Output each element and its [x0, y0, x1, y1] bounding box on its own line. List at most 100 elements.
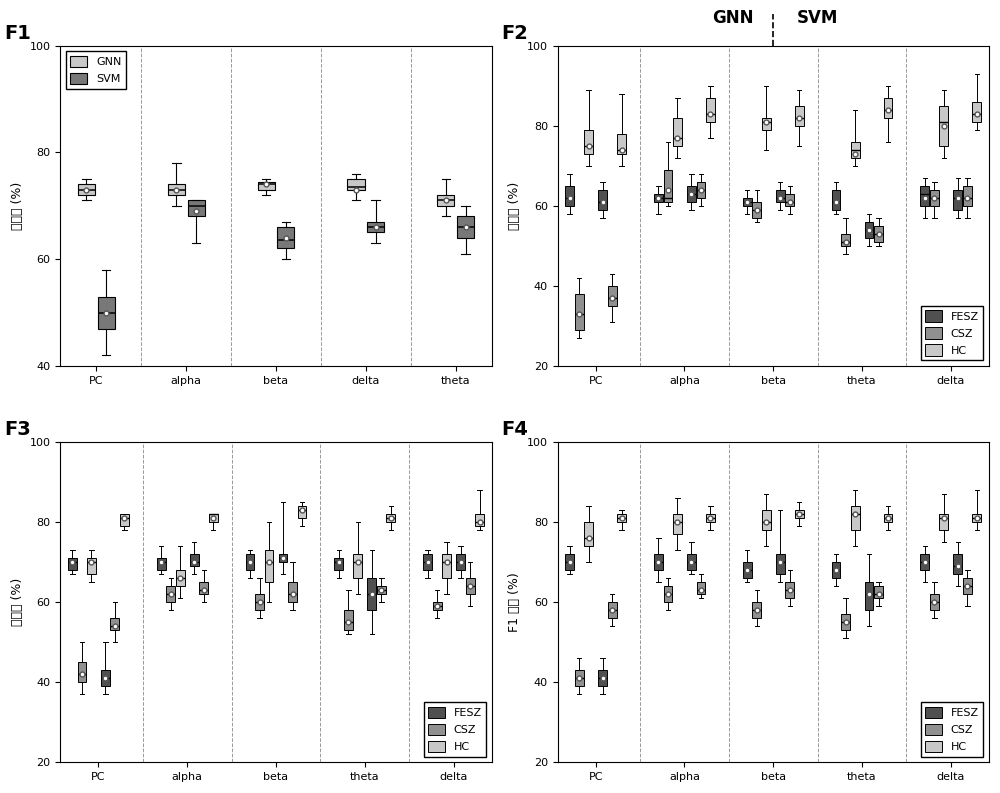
PathPatch shape [598, 670, 607, 686]
PathPatch shape [78, 662, 86, 682]
PathPatch shape [851, 506, 860, 530]
PathPatch shape [920, 554, 929, 570]
PathPatch shape [953, 554, 962, 574]
PathPatch shape [930, 190, 939, 206]
PathPatch shape [832, 190, 840, 210]
Legend: FESZ, CSZ, HC: FESZ, CSZ, HC [921, 703, 983, 757]
PathPatch shape [176, 570, 185, 586]
PathPatch shape [334, 558, 343, 570]
Text: GNN: GNN [712, 9, 754, 26]
PathPatch shape [584, 522, 593, 546]
PathPatch shape [762, 510, 771, 530]
PathPatch shape [367, 578, 376, 610]
Text: F1: F1 [4, 24, 31, 43]
Text: SVM: SVM [797, 9, 838, 26]
PathPatch shape [874, 226, 883, 242]
Y-axis label: 准确度 (%): 准确度 (%) [11, 182, 24, 230]
PathPatch shape [963, 578, 972, 594]
PathPatch shape [255, 594, 264, 610]
PathPatch shape [608, 602, 617, 618]
PathPatch shape [673, 514, 682, 534]
PathPatch shape [433, 602, 442, 610]
PathPatch shape [920, 186, 929, 206]
PathPatch shape [697, 582, 705, 594]
PathPatch shape [288, 582, 297, 602]
PathPatch shape [706, 98, 715, 122]
PathPatch shape [199, 582, 208, 594]
PathPatch shape [367, 222, 384, 232]
PathPatch shape [277, 227, 294, 248]
PathPatch shape [654, 193, 663, 201]
PathPatch shape [776, 190, 785, 201]
Text: F2: F2 [502, 24, 528, 43]
Legend: FESZ, CSZ, HC: FESZ, CSZ, HC [424, 703, 486, 757]
PathPatch shape [466, 578, 475, 594]
PathPatch shape [617, 514, 626, 522]
PathPatch shape [598, 190, 607, 210]
PathPatch shape [617, 134, 626, 154]
PathPatch shape [298, 506, 306, 518]
PathPatch shape [953, 190, 962, 210]
PathPatch shape [188, 201, 205, 216]
PathPatch shape [654, 554, 663, 570]
PathPatch shape [851, 142, 860, 158]
PathPatch shape [687, 186, 696, 201]
PathPatch shape [565, 186, 574, 206]
PathPatch shape [743, 197, 752, 206]
PathPatch shape [776, 554, 785, 574]
PathPatch shape [565, 554, 574, 570]
PathPatch shape [664, 586, 672, 602]
PathPatch shape [246, 554, 254, 570]
PathPatch shape [795, 105, 804, 126]
PathPatch shape [377, 586, 386, 594]
PathPatch shape [101, 670, 110, 686]
PathPatch shape [795, 510, 804, 518]
PathPatch shape [456, 554, 465, 570]
PathPatch shape [258, 182, 275, 190]
PathPatch shape [386, 514, 395, 522]
PathPatch shape [475, 514, 484, 526]
PathPatch shape [209, 514, 218, 522]
PathPatch shape [841, 234, 850, 246]
PathPatch shape [110, 618, 119, 630]
PathPatch shape [68, 558, 77, 570]
PathPatch shape [87, 558, 96, 574]
PathPatch shape [972, 514, 981, 522]
PathPatch shape [972, 102, 981, 122]
PathPatch shape [785, 193, 794, 206]
PathPatch shape [168, 185, 185, 195]
Y-axis label: 精确度 (%): 精确度 (%) [11, 578, 24, 626]
PathPatch shape [120, 514, 129, 526]
PathPatch shape [575, 294, 584, 330]
PathPatch shape [442, 554, 451, 578]
PathPatch shape [930, 594, 939, 610]
PathPatch shape [98, 297, 115, 328]
Text: F4: F4 [502, 419, 528, 439]
PathPatch shape [697, 182, 705, 197]
PathPatch shape [78, 185, 95, 195]
PathPatch shape [190, 554, 199, 566]
PathPatch shape [884, 514, 892, 522]
PathPatch shape [706, 514, 715, 522]
PathPatch shape [785, 582, 794, 598]
Legend: GNN, SVM: GNN, SVM [66, 52, 126, 89]
PathPatch shape [752, 602, 761, 618]
Legend: FESZ, CSZ, HC: FESZ, CSZ, HC [921, 306, 983, 360]
PathPatch shape [584, 130, 593, 154]
PathPatch shape [457, 216, 474, 238]
PathPatch shape [673, 118, 682, 146]
Text: F3: F3 [4, 419, 31, 439]
PathPatch shape [157, 558, 166, 570]
PathPatch shape [752, 201, 761, 218]
PathPatch shape [344, 610, 353, 630]
PathPatch shape [265, 550, 273, 582]
PathPatch shape [687, 554, 696, 570]
PathPatch shape [963, 186, 972, 206]
PathPatch shape [608, 285, 617, 306]
PathPatch shape [437, 195, 454, 206]
PathPatch shape [743, 562, 752, 578]
PathPatch shape [865, 582, 873, 610]
PathPatch shape [884, 98, 892, 118]
PathPatch shape [423, 554, 432, 570]
PathPatch shape [939, 514, 948, 530]
